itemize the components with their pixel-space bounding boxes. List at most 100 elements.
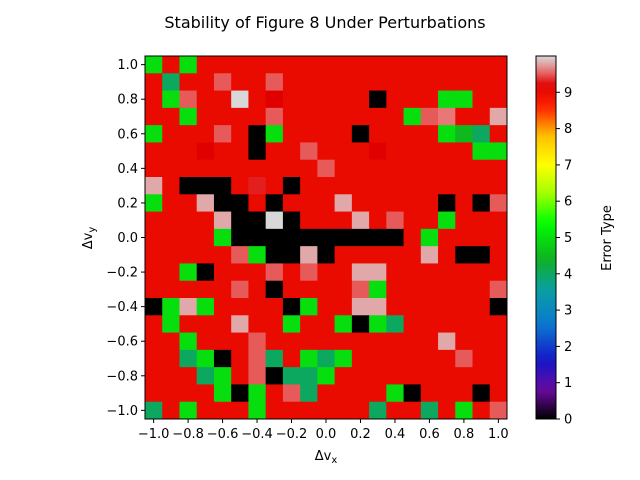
heatmap-cell bbox=[334, 332, 353, 351]
heatmap-cell bbox=[162, 280, 180, 299]
heatmap-cell bbox=[300, 73, 318, 92]
heatmap-cell bbox=[231, 401, 249, 420]
heatmap-cell bbox=[455, 332, 474, 351]
heatmap-cell bbox=[438, 280, 456, 299]
heatmap-cell bbox=[455, 246, 474, 264]
x-tick-label: 0.4 bbox=[385, 427, 406, 442]
heatmap-cell bbox=[145, 246, 163, 264]
heatmap-cell bbox=[472, 177, 491, 195]
heatmap-cell bbox=[438, 177, 456, 195]
heatmap-cell bbox=[231, 298, 249, 316]
heatmap-cell bbox=[351, 90, 370, 109]
heatmap-cell bbox=[145, 107, 163, 126]
heatmap-cell bbox=[265, 315, 284, 334]
heatmap-cell bbox=[420, 107, 439, 126]
colorbar-tick-label: 1 bbox=[564, 376, 572, 391]
heatmap-cell bbox=[489, 125, 508, 143]
heatmap-cell bbox=[145, 90, 163, 109]
y-axis-label-subscript: y bbox=[87, 227, 98, 233]
y-tick-label: 0.6 bbox=[117, 127, 138, 142]
heatmap-cell bbox=[317, 401, 336, 420]
heatmap-cell bbox=[386, 159, 405, 178]
heatmap-cell bbox=[145, 332, 163, 351]
heatmap-cell bbox=[455, 384, 474, 403]
heatmap-cell bbox=[334, 367, 353, 385]
heatmap-cell bbox=[317, 332, 336, 351]
heatmap-cell bbox=[213, 177, 232, 195]
heatmap-cell bbox=[455, 56, 474, 74]
heatmap-cell bbox=[472, 73, 491, 92]
heatmap-cell bbox=[265, 298, 284, 316]
heatmap-cell bbox=[403, 90, 422, 109]
heatmap-cell bbox=[420, 401, 439, 420]
heatmap-cell bbox=[438, 367, 456, 385]
heatmap-cell bbox=[248, 315, 267, 334]
heatmap-cell bbox=[369, 280, 387, 299]
heatmap-cell bbox=[351, 228, 370, 247]
heatmap-cell bbox=[179, 211, 198, 230]
heatmap-cell bbox=[317, 73, 336, 92]
heatmap-cell bbox=[369, 177, 387, 195]
heatmap-cell bbox=[179, 159, 198, 178]
heatmap-cell bbox=[162, 142, 180, 161]
heatmap-cell bbox=[472, 263, 491, 282]
heatmap-cell bbox=[438, 211, 456, 230]
heatmap-cell bbox=[300, 298, 318, 316]
x-axis-label-main: Δv bbox=[315, 449, 332, 464]
heatmap-cell bbox=[386, 177, 405, 195]
heatmap-cell bbox=[351, 159, 370, 178]
heatmap-cell bbox=[179, 349, 198, 368]
colorbar-tick-label: 8 bbox=[564, 122, 572, 137]
heatmap-cell bbox=[472, 246, 491, 264]
heatmap-cell bbox=[196, 298, 215, 316]
heatmap-cell bbox=[248, 349, 267, 368]
colorbar-tick-label: 5 bbox=[564, 231, 572, 246]
heatmap-cell bbox=[334, 90, 353, 109]
heatmap-cell bbox=[455, 263, 474, 282]
heatmap-cell bbox=[213, 401, 232, 420]
heatmap-cell bbox=[438, 246, 456, 264]
heatmap-cell bbox=[145, 228, 163, 247]
heatmap-cell bbox=[145, 73, 163, 92]
heatmap-cell bbox=[420, 384, 439, 403]
heatmap-cell bbox=[489, 177, 508, 195]
heatmap-cell bbox=[351, 315, 370, 334]
heatmap-cell bbox=[438, 56, 456, 74]
heatmap-cell bbox=[231, 125, 249, 143]
heatmap-cell bbox=[420, 263, 439, 282]
heatmap-cell bbox=[162, 384, 180, 403]
heatmap-cell bbox=[351, 56, 370, 74]
heatmap-cell bbox=[351, 73, 370, 92]
heatmap-cell bbox=[213, 384, 232, 403]
heatmap-cell bbox=[438, 228, 456, 247]
heatmap-cell bbox=[265, 263, 284, 282]
heatmap-cell bbox=[196, 177, 215, 195]
heatmap-cell bbox=[282, 349, 301, 368]
heatmap-cell bbox=[231, 384, 249, 403]
heatmap-cell bbox=[489, 159, 508, 178]
heatmap-cell bbox=[369, 401, 387, 420]
heatmap-cell bbox=[317, 142, 336, 161]
heatmap-cell bbox=[386, 367, 405, 385]
heatmap-cell bbox=[248, 332, 267, 351]
heatmap-cell bbox=[334, 246, 353, 264]
heatmap-cell bbox=[196, 367, 215, 385]
heatmap-cell bbox=[248, 280, 267, 299]
heatmap-cell bbox=[369, 315, 387, 334]
heatmap-cell bbox=[334, 263, 353, 282]
heatmap-cell bbox=[386, 125, 405, 143]
heatmap-cell bbox=[386, 142, 405, 161]
heatmap-cell bbox=[179, 90, 198, 109]
heatmap-cell bbox=[472, 194, 491, 213]
heatmap-cell bbox=[145, 56, 163, 74]
heatmap-cell bbox=[179, 142, 198, 161]
heatmap-cell bbox=[162, 56, 180, 74]
heatmap-cell bbox=[300, 332, 318, 351]
y-axis-ticks: 1.0 0.8 0.6 0.4 0.2 0.0 −0.2 −0.4 −0.6 −0.8 −1.0 bbox=[106, 58, 145, 419]
heatmap-cell bbox=[265, 142, 284, 161]
heatmap-cell bbox=[334, 228, 353, 247]
heatmap-cell bbox=[196, 142, 215, 161]
heatmap-cell bbox=[162, 246, 180, 264]
heatmap-cell bbox=[438, 298, 456, 316]
heatmap-cell bbox=[334, 280, 353, 299]
